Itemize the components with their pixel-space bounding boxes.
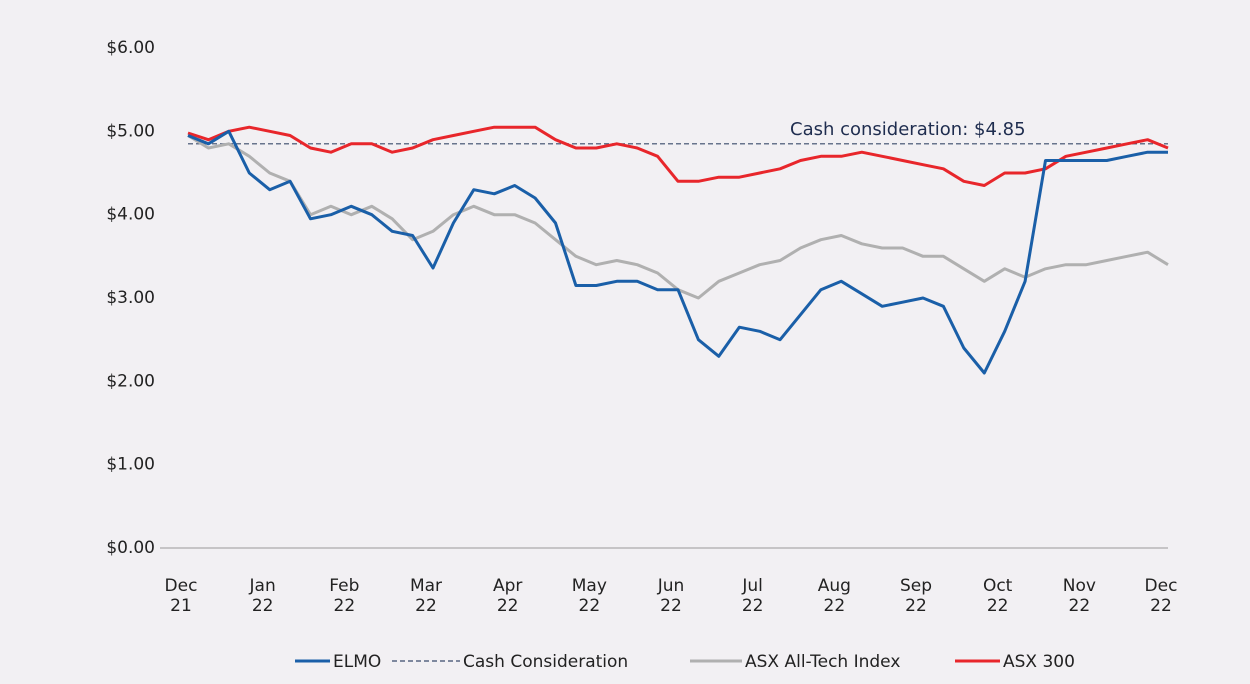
legend-label: ASX All-Tech Index: [745, 652, 900, 672]
x-tick-label: Jan 22: [249, 576, 276, 616]
x-tick-label: Oct 22: [982, 576, 1013, 616]
x-tick-label: Dec 22: [1144, 576, 1178, 616]
y-tick-label: $5.00: [106, 121, 155, 141]
x-tick-label: Apr 22: [492, 576, 523, 616]
legend-label: ASX 300: [1003, 652, 1075, 672]
x-tick-label: Jul 22: [741, 576, 764, 616]
y-tick-label: $4.00: [106, 205, 155, 225]
y-tick-label: $2.00: [106, 371, 155, 391]
series-line: [187, 134, 1169, 300]
legend-label: ELMO: [333, 652, 381, 672]
x-tick-label: Mar 22: [409, 576, 443, 616]
legend-label: Cash Consideration: [463, 652, 628, 672]
annotation: Cash consideration: $4.85: [790, 119, 1026, 140]
y-tick-label: $1.00: [106, 455, 155, 475]
x-tick-label: Dec 21: [164, 576, 198, 616]
series-line: [187, 125, 1169, 187]
x-tick-label: Jun 22: [657, 576, 685, 616]
x-tick-label: Feb 22: [329, 576, 360, 616]
x-tick-label: Nov 22: [1062, 576, 1096, 616]
x-tick-label: May 22: [571, 576, 607, 616]
series-line: [187, 129, 1168, 375]
x-tick-label: Sep 22: [899, 576, 933, 616]
y-tick-label: $0.00: [106, 538, 155, 558]
x-tick-label: Aug 22: [817, 576, 851, 616]
y-tick-label: $6.00: [106, 38, 155, 58]
y-tick-label: $3.00: [106, 288, 155, 308]
